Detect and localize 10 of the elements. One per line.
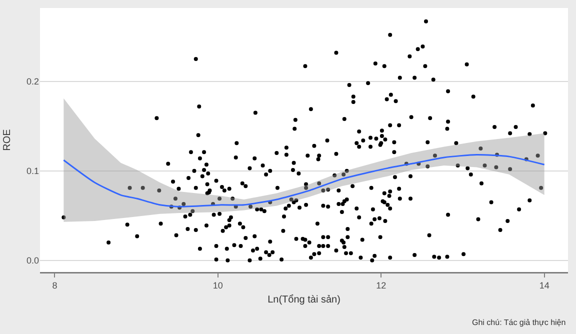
text: Ghi chú: Tác giả thực hiện: [472, 318, 566, 327]
y-tick-label: 0.1: [26, 166, 39, 176]
x-tick-label: 8: [52, 280, 58, 290]
x-tick-label: 14: [539, 280, 550, 290]
x-tick-label: 12: [376, 280, 386, 290]
y-tick-label: 0.2: [26, 76, 39, 87]
x-tick-label: 10: [212, 280, 223, 290]
y-axis-title: ROE: [2, 128, 13, 151]
y-tick-label: 0.0: [26, 256, 39, 266]
x-axis-title: Ln(Tổng tài sản): [268, 294, 340, 306]
